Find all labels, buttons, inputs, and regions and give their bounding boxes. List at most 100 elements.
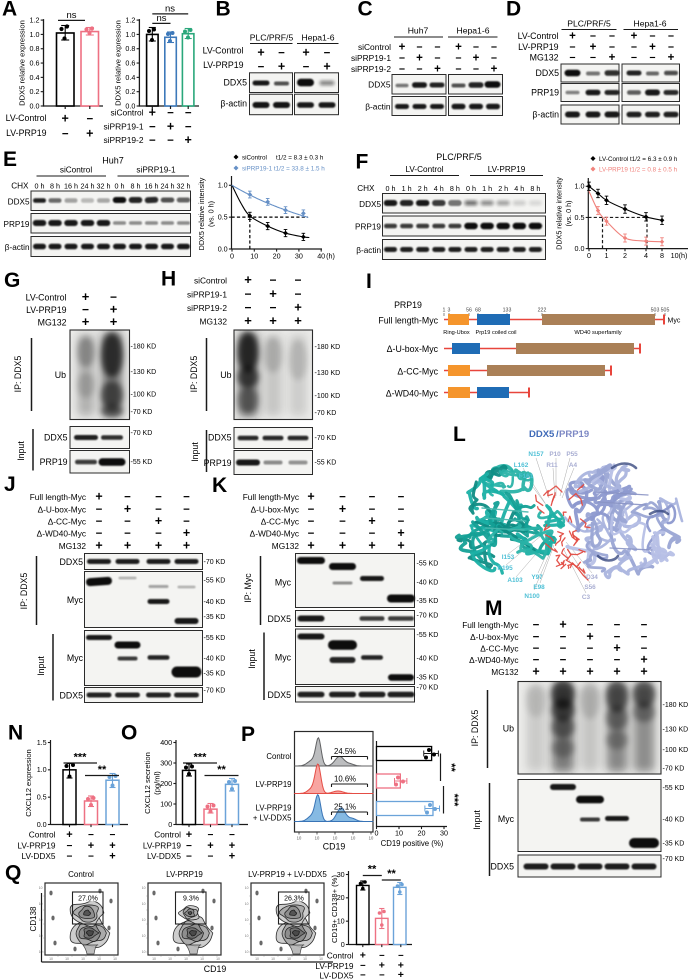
svg-text:1.0: 1.0 — [575, 182, 585, 191]
svg-text:Myc: Myc — [668, 318, 681, 325]
svg-text:CD19+ CD138+ (%): CD19+ CD138+ (%) — [330, 875, 339, 943]
svg-text:siPRP19-2: siPRP19-2 — [187, 303, 227, 313]
svg-text:−: − — [649, 31, 655, 43]
svg-text:32 h: 32 h — [97, 182, 111, 191]
svg-text:+: + — [649, 42, 656, 54]
svg-text:25.1%: 25.1% — [334, 803, 356, 812]
svg-text:+: + — [294, 313, 302, 328]
svg-text:LV-Control: LV-Control — [518, 31, 559, 41]
svg-text:−: − — [88, 852, 94, 863]
svg-text:−: − — [398, 504, 405, 516]
svg-text:+: + — [473, 53, 480, 65]
svg-text:1: 1 — [605, 251, 609, 260]
svg-text:8 h: 8 h — [530, 184, 540, 193]
svg-text:−: − — [110, 830, 116, 841]
svg-text:-100 KD: -100 KD — [315, 393, 341, 400]
svg-text:DDX5: DDX5 — [44, 433, 68, 443]
svg-text:−: − — [369, 528, 376, 540]
svg-text:D34: D34 — [586, 574, 598, 581]
svg-text:(pg/ml): (pg/ml) — [153, 771, 162, 795]
svg-text:siPRP19-2: siPRP19-2 — [351, 64, 391, 74]
svg-text:siPRP19-1: siPRP19-1 — [187, 290, 227, 300]
svg-text:-70 KD: -70 KD — [315, 410, 337, 417]
svg-text:-55 KD: -55 KD — [204, 578, 226, 585]
svg-text:+: + — [183, 526, 190, 540]
svg-text:10: 10 — [142, 934, 146, 938]
svg-text:+: + — [631, 31, 638, 43]
svg-text:-130 KD: -130 KD — [663, 727, 689, 734]
svg-text:E: E — [3, 148, 17, 171]
svg-text:CHX: CHX — [11, 182, 29, 191]
svg-text:***: *** — [448, 794, 460, 808]
svg-text:CD19: CD19 — [204, 964, 227, 974]
svg-text:LV-PRP19: LV-PRP19 — [488, 165, 526, 174]
svg-text:C3: C3 — [582, 594, 591, 601]
svg-text:+: + — [110, 314, 118, 329]
svg-text:−: − — [67, 841, 73, 852]
svg-text:−: − — [560, 632, 567, 644]
svg-text:LV-Control: LV-Control — [26, 293, 67, 303]
svg-text:CHX: CHX — [357, 184, 375, 193]
svg-text:WD40 superfamily: WD40 superfamily — [574, 330, 621, 336]
svg-text:IP: DDX5: IP: DDX5 — [19, 573, 29, 610]
svg-text:siPRP19-1: siPRP19-1 — [136, 166, 176, 175]
svg-text:R195: R195 — [497, 565, 513, 572]
svg-text:0.2: 0.2 — [30, 87, 40, 96]
svg-text:Myc: Myc — [67, 653, 84, 663]
svg-text:β-actin: β-actin — [5, 243, 30, 252]
svg-text:−: − — [245, 301, 252, 315]
svg-text:+: + — [229, 840, 235, 852]
svg-text:−: − — [473, 64, 479, 76]
svg-text:PRP19: PRP19 — [394, 300, 422, 310]
svg-text:LV-PRP19 t1/2 = 0.8 ± 0.5 h: LV-PRP19 t1/2 = 0.8 ± 0.5 h — [599, 167, 678, 174]
svg-text:LV-PRP19: LV-PRP19 — [17, 841, 56, 851]
svg-text:LV-PRP19: LV-PRP19 — [6, 128, 47, 138]
svg-text:Myc: Myc — [498, 814, 515, 824]
svg-text:+: + — [244, 313, 252, 328]
svg-text:MG132: MG132 — [272, 541, 300, 551]
svg-text:−: − — [124, 492, 131, 504]
svg-text:−: − — [308, 528, 315, 540]
svg-text:Input: Input — [247, 649, 257, 669]
svg-text:-35 KD: -35 KD — [204, 614, 226, 621]
svg-text:A103: A103 — [507, 577, 523, 584]
svg-text:−: − — [668, 42, 674, 54]
svg-text:−: − — [339, 528, 346, 540]
svg-text:DDX5: DDX5 — [268, 690, 292, 700]
svg-text:−: − — [88, 830, 94, 841]
svg-text:10: 10 — [142, 950, 146, 954]
svg-text:0: 0 — [587, 251, 591, 260]
svg-text:+: + — [559, 665, 566, 679]
svg-text:LV-DDX5: LV-DDX5 — [147, 851, 181, 861]
svg-text:Δ-WD40-Myc: Δ-WD40-Myc — [469, 655, 518, 665]
svg-text:0.0: 0.0 — [218, 244, 228, 253]
svg-text:β-actin: β-actin — [532, 110, 559, 120]
svg-text:+: + — [434, 64, 441, 76]
svg-text:Control: Control — [327, 951, 354, 961]
svg-text:+: + — [339, 502, 346, 516]
svg-text:+: + — [368, 514, 375, 528]
svg-text:−: − — [614, 620, 621, 632]
svg-text:Huh7: Huh7 — [408, 26, 429, 36]
svg-text:−: − — [278, 48, 285, 60]
svg-text:Myc: Myc — [67, 595, 84, 605]
svg-text:−: − — [185, 122, 192, 134]
svg-text:−: − — [614, 655, 621, 667]
svg-text:0.8: 0.8 — [30, 44, 40, 53]
svg-text:Δ-WD40-Myc: Δ-WD40-Myc — [250, 529, 299, 539]
svg-text:DDX5: DDX5 — [529, 429, 555, 440]
svg-text:ns: ns — [66, 10, 76, 21]
svg-text:+: + — [124, 539, 131, 553]
svg-text:10: 10 — [351, 836, 356, 841]
svg-text:0: 0 — [341, 940, 345, 949]
svg-text:16 h: 16 h — [64, 182, 78, 191]
svg-text:0 h: 0 h — [466, 184, 476, 193]
svg-text:**: ** — [368, 864, 377, 876]
svg-text:+: + — [167, 120, 174, 134]
svg-text:−: − — [183, 504, 190, 516]
svg-text:−: − — [416, 64, 422, 76]
svg-text:−: − — [258, 62, 265, 74]
svg-text:10: 10 — [297, 836, 302, 841]
svg-text:−: − — [183, 492, 190, 504]
svg-text:200: 200 — [160, 779, 172, 788]
